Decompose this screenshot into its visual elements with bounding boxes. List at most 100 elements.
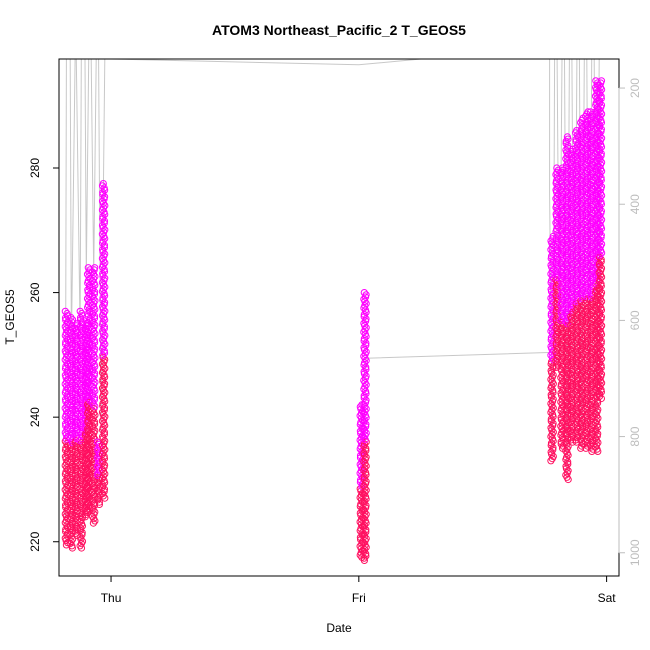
x-tick-label: Fri: [352, 591, 366, 605]
data-point: [596, 390, 604, 398]
data-point: [549, 283, 557, 291]
data-point: [360, 313, 368, 321]
data-point: [598, 134, 606, 142]
y2-tick-label: 400: [628, 194, 642, 214]
data-point: [89, 449, 97, 457]
data-point: [95, 500, 104, 508]
data-point: [558, 376, 566, 384]
data-point: [68, 316, 77, 324]
x-axis: Thu Fri Sat: [101, 575, 617, 605]
data-point: [596, 311, 604, 319]
data-point: [90, 501, 99, 509]
data-point: [89, 438, 98, 446]
data-point: [100, 184, 108, 192]
data-point: [99, 402, 107, 410]
data-point: [562, 221, 570, 229]
data-point: [597, 233, 605, 241]
data-point: [557, 334, 565, 342]
data-point: [572, 162, 580, 170]
data-point: [595, 317, 603, 325]
data-point: [597, 280, 605, 288]
data-point: [362, 291, 370, 299]
data-point: [362, 365, 370, 373]
data-point: [596, 275, 604, 283]
data-point: [592, 425, 600, 433]
data-point: [78, 531, 86, 539]
data-point: [593, 445, 601, 453]
data-point: [67, 313, 75, 322]
data-point: [99, 448, 107, 456]
data-point: [99, 378, 107, 386]
pressure-line-0: [64, 59, 619, 518]
data-point: [100, 219, 108, 227]
data-point: [596, 169, 604, 178]
data-point: [597, 386, 605, 394]
data-point: [549, 364, 557, 372]
data-point: [597, 339, 605, 347]
data-point: [91, 420, 99, 428]
y2-tick-label: 800: [628, 426, 642, 446]
data-point: [89, 473, 97, 481]
data-point: [597, 328, 605, 336]
data-point: [595, 229, 604, 237]
x-tick-label: Sat: [598, 591, 617, 605]
data-point: [562, 139, 570, 147]
data-point: [100, 325, 108, 333]
data-point: [562, 137, 570, 145]
data-point: [597, 258, 605, 266]
data-point: [594, 399, 602, 407]
data-point: [596, 205, 604, 213]
data-point: [360, 475, 368, 483]
data-point: [91, 264, 99, 272]
data-point: [361, 464, 369, 472]
data-point: [77, 397, 85, 405]
data-point: [564, 460, 572, 468]
data-point: [597, 141, 605, 149]
chart-title: ATOM3 Northeast_Pacific_2 T_GEOS5: [212, 22, 466, 38]
data-point: [572, 219, 580, 227]
data-point: [553, 164, 561, 172]
data-point: [573, 127, 581, 135]
data-point: [88, 268, 97, 276]
data-point: [563, 238, 571, 246]
data-point: [89, 367, 97, 375]
data-point: [89, 286, 97, 294]
data-point: [592, 428, 600, 436]
y-axis: 220 240 260 280: [28, 158, 60, 552]
data-point: [592, 403, 600, 411]
data-point: [63, 475, 71, 483]
data-point: [100, 314, 108, 322]
data-point: [360, 394, 368, 402]
data-point: [563, 396, 571, 404]
data-point: [89, 343, 97, 351]
data-point: [68, 333, 76, 341]
y2-tick-label: 200: [628, 78, 642, 98]
data-point: [557, 252, 565, 260]
data-point: [549, 446, 557, 454]
data-point: [67, 432, 75, 440]
data-point: [596, 286, 604, 294]
data-point: [360, 499, 368, 507]
data-point: [596, 194, 604, 202]
data-point: [76, 316, 85, 324]
data-point: [90, 314, 99, 322]
profile-8: [98, 180, 109, 502]
data-point: [61, 307, 69, 315]
data-point: [90, 385, 98, 393]
data-point: [572, 243, 580, 251]
y-tick-label: 220: [28, 531, 42, 551]
profile-21: [595, 77, 606, 403]
data-point: [547, 417, 555, 425]
data-point: [548, 301, 556, 309]
data-point: [99, 191, 107, 199]
data-point: [76, 307, 84, 315]
data-point: [597, 94, 605, 103]
data-point: [568, 324, 576, 332]
data-point: [557, 358, 565, 366]
plot-frame: [58, 58, 620, 577]
data-point: [563, 133, 572, 141]
data-point: [362, 528, 370, 536]
data-point: [552, 260, 560, 268]
data-point: [596, 123, 604, 131]
